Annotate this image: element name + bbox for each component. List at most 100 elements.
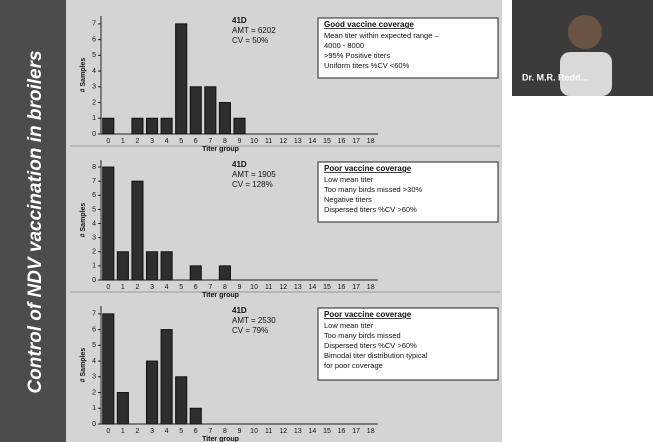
y-tick-label: 8 [92, 164, 96, 171]
x-tick-label: 3 [150, 284, 154, 291]
x-tick-label: 15 [323, 284, 331, 291]
y-tick-label: 5 [92, 206, 96, 213]
x-tick-label: 10 [250, 284, 258, 291]
x-tick-label: 0 [106, 284, 110, 291]
x-tick-label: 14 [308, 284, 316, 291]
bar [103, 118, 114, 134]
x-tick-label: 10 [250, 138, 258, 145]
note-line: for poor coverage [324, 361, 383, 370]
annotation: 41D [232, 16, 247, 25]
y-axis-label: # Samples [80, 58, 87, 93]
note-title: Poor vaccine coverage [324, 164, 412, 173]
x-tick-label: 18 [367, 428, 375, 435]
bar [161, 252, 172, 280]
y-tick-label: 3 [92, 234, 96, 241]
note-line: Mean titer within expected range – [324, 31, 439, 40]
bar [176, 24, 187, 134]
x-tick-label: 5 [179, 428, 183, 435]
x-tick-label: 12 [279, 138, 287, 145]
bar [190, 266, 201, 280]
x-tick-label: 5 [179, 138, 183, 145]
x-tick-label: 8 [223, 138, 227, 145]
y-tick-label: 1 [92, 405, 96, 412]
bar [146, 118, 157, 134]
x-tick-label: 0 [106, 428, 110, 435]
screen: Control of NDV vaccination in broilers D… [0, 0, 653, 442]
y-tick-label: 7 [92, 311, 96, 318]
bar [103, 167, 114, 280]
annotation: CV = 79% [232, 326, 268, 335]
y-tick-label: 5 [92, 342, 96, 349]
note-line: Low mean titer [324, 175, 374, 184]
y-axis-label: # Samples [80, 348, 87, 383]
note-line: Bimodal titer distribution typical [324, 351, 428, 360]
y-tick-label: 1 [92, 263, 96, 270]
y-axis-label: # Samples [80, 203, 87, 238]
slide-title: Control of NDV vaccination in broilers [25, 50, 46, 393]
x-tick-label: 5 [179, 284, 183, 291]
x-tick-label: 11 [265, 428, 272, 435]
note-line: Too many birds missed >30% [324, 185, 423, 194]
x-tick-label: 8 [223, 284, 227, 291]
y-tick-label: 6 [92, 326, 96, 333]
x-tick-label: 1 [121, 428, 125, 435]
x-tick-label: 16 [338, 284, 346, 291]
y-tick-label: 1 [92, 115, 96, 122]
x-tick-label: 4 [165, 138, 169, 145]
x-tick-label: 7 [208, 284, 212, 291]
annotation: AMT = 1905 [232, 170, 276, 179]
x-tick-label: 11 [265, 138, 272, 145]
x-tick-label: 16 [338, 138, 346, 145]
x-tick-label: 9 [238, 138, 242, 145]
y-tick-label: 6 [92, 192, 96, 199]
bar [146, 252, 157, 280]
x-tick-label: 8 [223, 428, 227, 435]
x-tick-label: 2 [135, 284, 139, 291]
bar [176, 377, 187, 424]
note-line: Low mean titer [324, 321, 374, 330]
presenter-name: Dr. M.R. Redd... [522, 72, 588, 82]
note-line: Too many birds missed [324, 331, 401, 340]
y-tick-label: 4 [92, 220, 96, 227]
note-line: Dispersed titers %CV >60% [324, 205, 417, 214]
x-tick-label: 7 [208, 138, 212, 145]
bar [205, 87, 216, 134]
x-tick-label: 12 [279, 284, 287, 291]
x-tick-label: 3 [150, 138, 154, 145]
note-line: Dispersed titers %CV >60% [324, 341, 417, 350]
y-tick-label: 3 [92, 374, 96, 381]
bar [132, 118, 143, 134]
x-tick-label: 3 [150, 428, 154, 435]
y-tick-label: 2 [92, 249, 96, 256]
y-tick-label: 7 [92, 178, 96, 185]
note-line: Uniform titers %CV <60% [324, 61, 410, 70]
x-tick-label: 6 [194, 138, 198, 145]
note-line: 4000 - 8000 [324, 41, 364, 50]
x-tick-label: 1 [121, 138, 125, 145]
bar [234, 118, 245, 134]
x-tick-label: 17 [352, 428, 360, 435]
x-tick-label: 13 [294, 428, 302, 435]
x-tick-label: 18 [367, 138, 375, 145]
x-tick-label: 16 [338, 428, 346, 435]
x-tick-label: 4 [165, 428, 169, 435]
x-tick-label: 0 [106, 138, 110, 145]
bar [132, 181, 143, 280]
x-axis-label: Titer group [202, 146, 239, 153]
x-tick-label: 11 [265, 284, 272, 291]
x-tick-label: 13 [294, 284, 302, 291]
bar [219, 103, 230, 134]
bar [117, 252, 128, 280]
bar [161, 118, 172, 134]
y-tick-label: 3 [92, 84, 96, 91]
x-tick-label: 13 [294, 138, 302, 145]
y-tick-label: 6 [92, 36, 96, 43]
y-tick-label: 0 [92, 421, 96, 428]
bar [190, 87, 201, 134]
y-tick-label: 4 [92, 358, 96, 365]
x-tick-label: 12 [279, 428, 287, 435]
annotation: 41D [232, 306, 247, 315]
x-tick-label: 14 [308, 428, 316, 435]
y-tick-label: 7 [92, 21, 96, 28]
y-tick-label: 4 [92, 68, 96, 75]
